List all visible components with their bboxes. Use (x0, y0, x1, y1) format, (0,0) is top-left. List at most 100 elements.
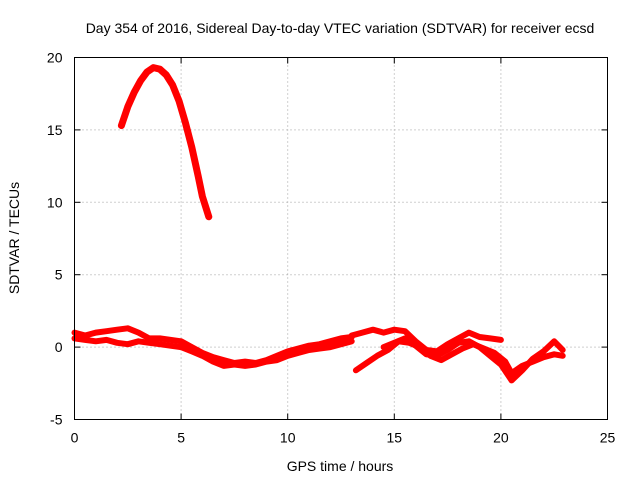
data-point (118, 123, 124, 129)
data-point (221, 357, 227, 363)
data-point (157, 66, 163, 72)
data-point (434, 353, 440, 359)
data-point (466, 330, 472, 336)
data-point (178, 344, 184, 350)
y-tick-label: 0 (55, 339, 63, 355)
data-point (253, 362, 259, 367)
data-point (391, 340, 397, 346)
data-point (136, 338, 141, 344)
data-point (206, 214, 212, 220)
data-point (449, 351, 455, 357)
y-axis-label: SDTVAR / TECUs (6, 182, 22, 294)
plot-frame (74, 57, 608, 420)
data-point (509, 377, 515, 383)
data-point (114, 340, 120, 346)
data-point (182, 120, 188, 126)
data-point (210, 359, 216, 365)
data-point (370, 327, 376, 333)
data-point (144, 69, 150, 75)
data-point (189, 144, 195, 150)
data-point (221, 363, 227, 369)
y-tick-label: 20 (47, 50, 63, 66)
data-point (402, 335, 408, 341)
data-point (519, 367, 525, 373)
data-point (445, 341, 451, 347)
data-point (498, 337, 504, 343)
data-point (349, 333, 355, 338)
data-point (327, 338, 333, 344)
data-point (402, 328, 408, 334)
x-tick-label: 25 (600, 430, 616, 446)
data-point (381, 330, 387, 336)
data-point (492, 350, 497, 356)
data-point (138, 78, 144, 84)
data-point (413, 343, 419, 349)
data-point (374, 353, 380, 359)
data-point (381, 344, 387, 350)
series-band-5 (380, 335, 566, 384)
data-point (359, 330, 365, 336)
data-point (498, 362, 504, 367)
data-point (263, 359, 269, 365)
data-point (391, 327, 397, 333)
data-point (327, 344, 333, 350)
data-point (136, 330, 141, 336)
x-tick-label: 5 (177, 430, 185, 446)
data-point (551, 351, 557, 357)
data-point (93, 330, 99, 336)
data-point (560, 353, 566, 359)
data-point (487, 353, 493, 359)
data-point (285, 353, 291, 359)
y-tick-label: -5 (50, 412, 63, 428)
data-point (423, 351, 429, 357)
y-tick-label: 15 (47, 122, 63, 138)
x-tick-label: 20 (493, 430, 509, 446)
data-point (541, 354, 546, 360)
data-point (487, 335, 493, 341)
data-point (150, 65, 156, 71)
chart-title: Day 354 of 2016, Sidereal Day-to-day VTE… (86, 20, 595, 36)
data-point (170, 82, 176, 88)
data-point (125, 325, 131, 331)
data-point (460, 346, 465, 351)
data-point (477, 344, 483, 350)
data-point (338, 341, 344, 347)
data-point (242, 363, 248, 369)
data-point (157, 341, 163, 347)
data-point (199, 353, 205, 359)
data-point (167, 337, 173, 343)
data-point (455, 340, 461, 346)
data-point (274, 357, 280, 363)
axis-ticks (74, 57, 608, 420)
data-point (167, 343, 173, 349)
x-tick-labels: 0 5 10 15 20 25 (71, 430, 616, 446)
data-point (114, 327, 120, 333)
data-point (157, 335, 163, 341)
data-point (231, 362, 237, 367)
x-axis-label: GPS time / hours (287, 458, 394, 474)
y-tick-label: 5 (55, 267, 63, 283)
data-point (502, 359, 508, 365)
x-tick-label: 15 (387, 430, 403, 446)
data-point (178, 338, 184, 344)
data-point (104, 328, 109, 334)
data-series (71, 64, 566, 384)
data-point (163, 72, 169, 78)
data-point (146, 340, 152, 346)
y-tick-label: 10 (47, 194, 63, 210)
x-tick-label: 0 (71, 430, 79, 446)
data-point (199, 194, 205, 199)
data-point (338, 335, 344, 341)
x-tick-label: 10 (280, 430, 296, 446)
data-point (306, 347, 312, 353)
data-point (466, 338, 472, 344)
data-point (131, 89, 137, 95)
data-point (82, 337, 88, 343)
data-point (551, 338, 557, 344)
grid-lines (74, 57, 608, 420)
data-point (104, 337, 109, 343)
data-point (560, 347, 566, 353)
data-point (364, 360, 370, 366)
data-point (195, 173, 201, 179)
